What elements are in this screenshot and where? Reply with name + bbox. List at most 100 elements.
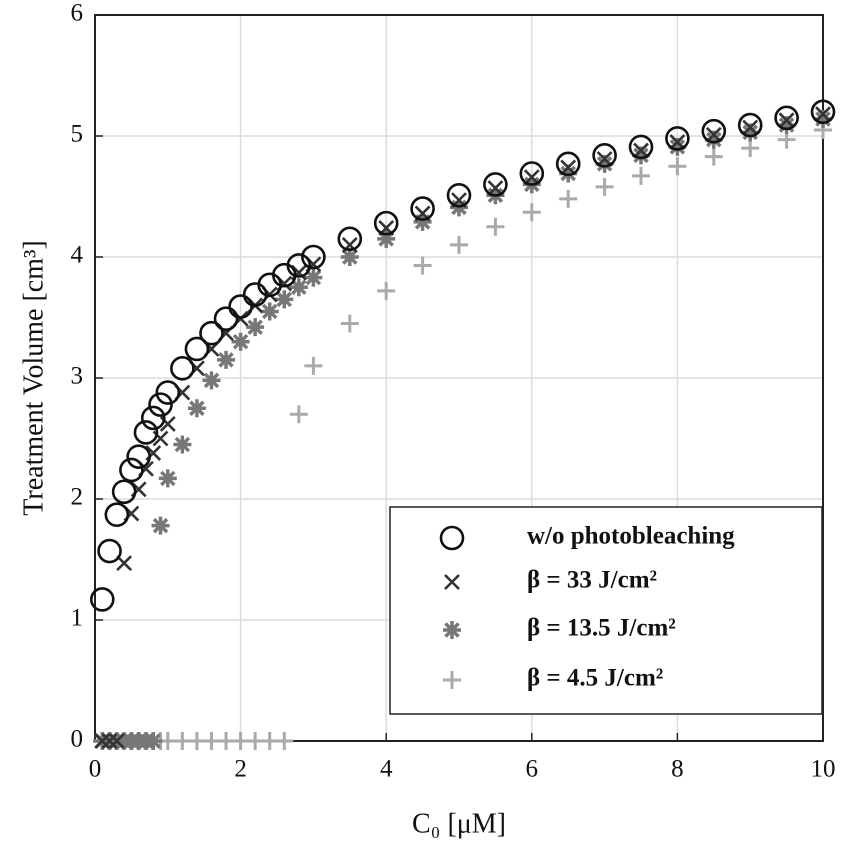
x-tick-label: 4: [380, 756, 393, 783]
data-point: [741, 139, 760, 158]
data-point: [260, 302, 279, 321]
data-point: [633, 142, 649, 159]
data-point: [108, 733, 125, 749]
data-point: [202, 371, 221, 390]
y-axis-label: Treatment Volume [cm³]: [18, 240, 49, 515]
x-tick-label: 6: [526, 756, 539, 783]
data-point: [275, 732, 294, 750]
data-point: [184, 336, 210, 362]
data-point: [199, 321, 224, 346]
data-point: [97, 538, 122, 564]
data-point: [559, 189, 578, 208]
data-point: [187, 399, 206, 418]
data-point: [483, 172, 508, 197]
data-point: [522, 203, 541, 222]
data-point: [632, 146, 650, 165]
data-point: [340, 314, 359, 333]
data-point: [815, 106, 831, 123]
legend-label: β = 13.5 J/cm²: [527, 615, 676, 642]
data-point: [373, 210, 399, 236]
data-point: [148, 392, 173, 417]
data-point: [289, 405, 308, 424]
data-point: [337, 226, 363, 252]
data-point: [377, 229, 396, 248]
y-tick-label: 5: [71, 121, 84, 148]
data-point: [668, 137, 687, 156]
data-point: [217, 350, 236, 369]
legend-label: β = 4.5 J/cm²: [527, 665, 663, 692]
legend-marker: [443, 671, 461, 689]
data-point: [704, 130, 723, 149]
data-point: [774, 105, 799, 131]
data-point: [446, 183, 472, 208]
x-tick-label: 8: [671, 756, 684, 783]
data-point: [669, 134, 686, 150]
data-point: [155, 380, 181, 405]
data-point: [668, 157, 687, 176]
plot-frame: [94, 14, 824, 742]
data-point: [377, 281, 396, 300]
data-point: [286, 253, 312, 278]
x-tick-label: 2: [234, 756, 247, 783]
data-point: [133, 420, 159, 445]
data-point: [289, 278, 308, 297]
data-point: [596, 151, 613, 167]
data-point: [742, 119, 759, 136]
data-point: [592, 143, 617, 168]
legend-marker: [444, 574, 460, 590]
x-axis-label: C₀ [μM]: [412, 808, 506, 839]
data-point: [231, 332, 250, 351]
data-point: [814, 110, 832, 129]
data-point: [741, 123, 760, 142]
data-point: [701, 118, 727, 144]
y-tick-label: 0: [71, 726, 84, 753]
data-point: [126, 444, 151, 469]
data-point: [94, 733, 111, 749]
data-point: [140, 405, 166, 431]
y-tick-label: 4: [71, 242, 84, 269]
x-tick-label: 10: [811, 756, 836, 783]
legend-label: β = 33 J/cm²: [527, 567, 657, 594]
data-point: [413, 212, 432, 231]
data-point: [301, 244, 326, 270]
data-point: [89, 587, 115, 612]
data-point: [111, 479, 137, 504]
data-point: [555, 151, 581, 177]
data-point: [151, 516, 170, 535]
data-point: [304, 356, 323, 375]
data-point: [595, 154, 614, 173]
data-point: [340, 248, 359, 266]
data-point: [559, 164, 578, 183]
data-point: [704, 147, 723, 166]
data-point: [119, 457, 144, 483]
data-point: [665, 126, 690, 151]
legend-marker: [439, 525, 465, 551]
data-point: [628, 134, 654, 160]
y-tick-label: 1: [71, 605, 84, 632]
data-point: [486, 217, 505, 236]
y-tick-label: 6: [71, 0, 84, 27]
data-point: [144, 732, 163, 750]
x-tick-label: 0: [89, 756, 102, 783]
data-point: [450, 235, 468, 254]
data-point: [595, 177, 614, 196]
data-point: [737, 112, 763, 138]
data-point: [246, 318, 265, 337]
data-point: [101, 733, 118, 749]
y-tick-label: 3: [71, 363, 84, 390]
data-point: [158, 469, 177, 488]
data-point: [228, 294, 253, 319]
data-point: [104, 502, 130, 527]
data-point: [170, 356, 195, 381]
data-point: [410, 196, 435, 221]
data-point: [810, 99, 836, 125]
data-point: [632, 166, 650, 185]
data-point: [413, 256, 432, 275]
data-point: [523, 169, 540, 186]
y-tick-label: 2: [71, 484, 84, 511]
data-point: [705, 126, 722, 143]
data-point: [275, 290, 294, 309]
data-point: [487, 180, 504, 196]
data-point: [173, 435, 192, 454]
data-point: [304, 268, 323, 287]
